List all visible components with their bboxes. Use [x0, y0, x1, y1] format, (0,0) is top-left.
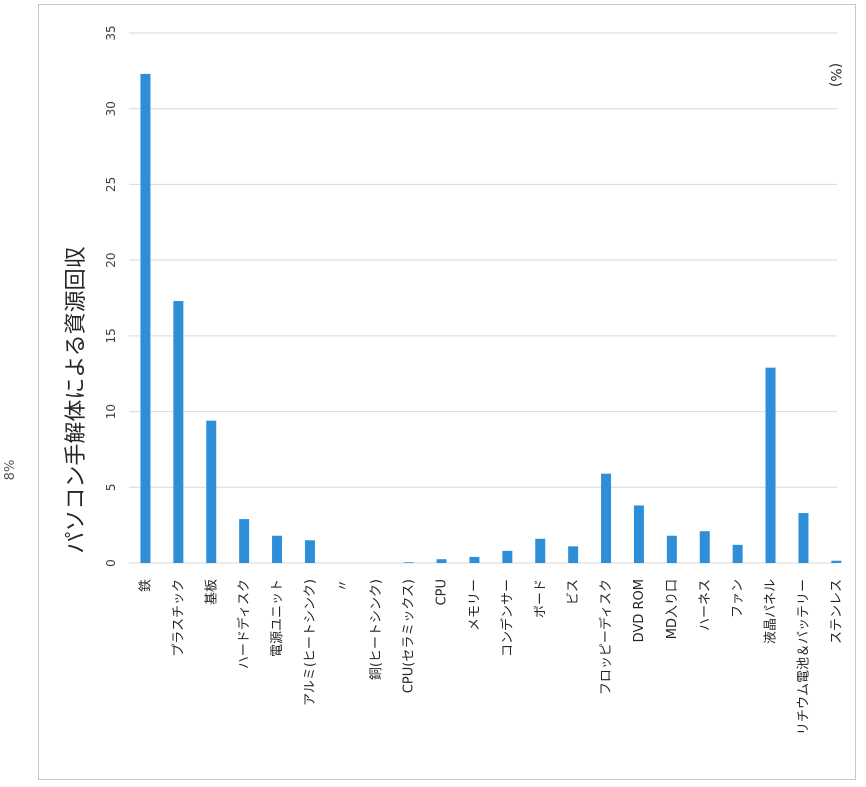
- category-label-6: 〃: [336, 579, 351, 592]
- category-label-8: CPU(セラミックス): [402, 579, 417, 693]
- bar-17: [699, 531, 710, 563]
- bar-5: [304, 540, 315, 563]
- category-label-15: DVD ROM: [632, 579, 647, 642]
- y-unit-label: (%): [827, 63, 843, 87]
- chart-title: パソコン手解体による資源回収: [64, 246, 89, 553]
- bar-0: [140, 73, 151, 563]
- bars: [140, 73, 842, 563]
- bar-3: [239, 519, 250, 563]
- category-label-14: フロッピーディスク: [598, 579, 614, 695]
- y-tick-label-1: 5: [104, 483, 118, 491]
- category-label-16: MD入り口: [665, 579, 680, 639]
- category-label-20: リチウム電池＆バッテリー: [796, 579, 811, 735]
- y-tick-label-7: 35: [104, 25, 118, 40]
- y-tick-label-5: 25: [104, 177, 118, 192]
- bar-4: [272, 535, 283, 563]
- bar-10: [469, 556, 480, 563]
- bar-18: [732, 544, 743, 563]
- category-label-3: ハードディスク: [236, 579, 252, 669]
- category-label-12: ボード: [533, 579, 548, 618]
- category-label-7: 銅(ヒートシンク): [369, 579, 384, 680]
- bar-13: [568, 546, 579, 563]
- bar-8: [403, 562, 414, 563]
- y-tick-label-4: 20: [104, 253, 118, 268]
- category-label-2: 基板: [204, 579, 219, 605]
- category-label-5: アルミ(ヒートシンク): [303, 579, 318, 706]
- y-tick-label-6: 30: [104, 101, 118, 116]
- category-label-0: 鉄: [138, 579, 153, 592]
- y-tick-labels: 0 5 10 15 20 25 30 35: [104, 25, 118, 566]
- bar-15: [633, 505, 644, 563]
- bar-chart: 0 5 10 15 20 25 30 35 鉄 プラスチック 基板 ハードディスク 電源ユニット アルミ…: [64, 25, 844, 735]
- bar-16: [666, 535, 677, 563]
- edge-mark-svg: 8%: [3, 460, 18, 481]
- y-tick-label-2: 10: [104, 404, 118, 419]
- category-label-4: 電源ユニット: [270, 579, 285, 657]
- bar-1: [173, 301, 184, 563]
- edge-mark-text: 8%: [3, 460, 18, 481]
- y-tick-label-0: 0: [104, 559, 118, 567]
- bar-2: [206, 420, 217, 563]
- category-label-17: ハーネス: [698, 579, 713, 631]
- category-label-13: ビス: [566, 579, 581, 605]
- gridlines: [129, 32, 837, 564]
- category-label-10: メモリー: [467, 579, 482, 631]
- category-label-18: ファン: [731, 579, 746, 618]
- bar-11: [502, 550, 513, 563]
- chart-frame: 0 5 10 15 20 25 30 35 鉄 プラスチック 基板 ハードディスク 電源ユニット アルミ…: [38, 4, 856, 780]
- category-label-19: 液晶パネル: [764, 579, 779, 644]
- bar-9: [436, 559, 447, 563]
- bar-12: [535, 538, 546, 563]
- y-tick-label-3: 15: [104, 328, 118, 343]
- category-label-21: ステンレス: [829, 579, 844, 644]
- category-label-1: プラスチック: [171, 579, 186, 657]
- bar-14: [601, 473, 612, 563]
- bar-21: [831, 560, 842, 563]
- category-label-11: コンデンサー: [499, 579, 515, 657]
- bar-19: [765, 367, 776, 563]
- category-label-9: CPU: [435, 579, 450, 605]
- category-labels: 鉄 プラスチック 基板 ハードディスク 電源ユニット アルミ(ヒートシンク) 〃 銅(ヒートシ…: [138, 579, 844, 735]
- bar-20: [798, 513, 809, 563]
- edge-mark: 8%: [2, 455, 22, 485]
